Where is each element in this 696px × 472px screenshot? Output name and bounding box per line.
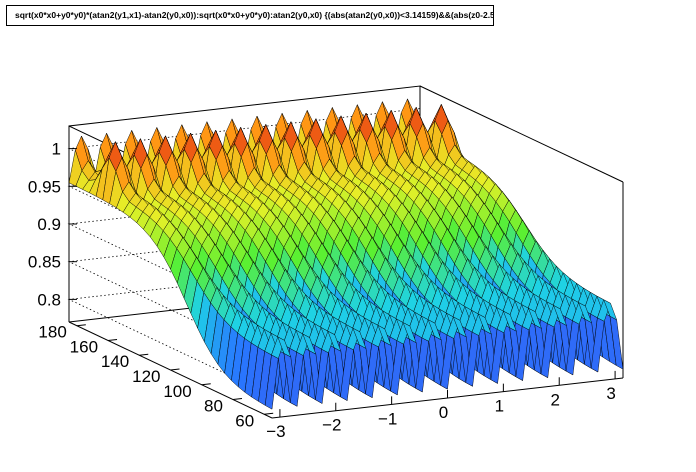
x-tick-label: 3 <box>606 384 615 403</box>
y-tick <box>170 368 180 371</box>
y-tick <box>76 324 86 327</box>
x-tick-label: −1 <box>378 409 397 428</box>
y-tick-label: 60 <box>235 411 254 430</box>
right-top-edge <box>419 85 624 183</box>
x-tick-label: −2 <box>322 416 341 435</box>
z-tick-label: 0.9 <box>37 215 61 234</box>
y-tick-label: 120 <box>132 367 160 386</box>
surface-cell <box>609 315 624 370</box>
z-tick-label: 0.95 <box>28 177 61 196</box>
axes <box>68 126 624 419</box>
x-tick-label: −3 <box>266 422 285 441</box>
y-tick <box>107 338 118 341</box>
z-tick-label: 1 <box>52 140 61 159</box>
y-tick <box>201 383 211 386</box>
chart-title: sqrt(x0*x0+y0*y0)*(atan2(y1,x1)-atan2(y0… <box>6 5 494 26</box>
y-tick-label: 100 <box>163 382 191 401</box>
z-tick-label: 0.8 <box>37 290 61 309</box>
y-tick-label: 80 <box>204 397 223 416</box>
x-tick-label: 2 <box>550 390 559 409</box>
y-tick-label: 160 <box>70 337 98 356</box>
y-tick <box>232 398 243 401</box>
y-tick <box>139 353 149 356</box>
y-tick-label: 180 <box>38 323 66 342</box>
x-tick-label: 0 <box>439 403 448 422</box>
z-tick-label: 0.85 <box>28 253 61 272</box>
y-tick <box>264 412 274 415</box>
surface-mesh <box>68 98 624 410</box>
y-tick-label: 140 <box>101 352 129 371</box>
x-tick-label: 1 <box>495 397 504 416</box>
